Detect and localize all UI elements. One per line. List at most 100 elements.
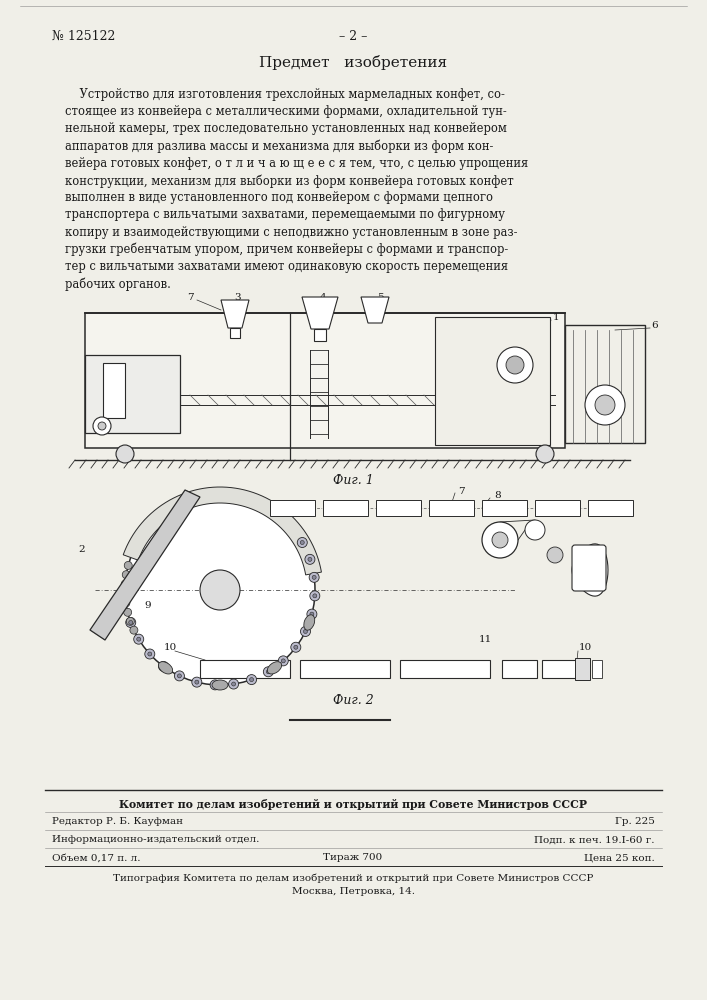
- Bar: [400, 660, 490, 678]
- Bar: [200, 660, 290, 678]
- Circle shape: [308, 557, 312, 561]
- Text: Подп. к печ. 19.I-60 г.: Подп. к печ. 19.I-60 г.: [534, 836, 655, 844]
- Circle shape: [121, 590, 129, 598]
- Bar: [300, 660, 390, 678]
- Bar: [230, 328, 240, 338]
- Text: Объем 0,17 п. л.: Объем 0,17 п. л.: [52, 854, 141, 862]
- Circle shape: [585, 385, 625, 425]
- Polygon shape: [123, 487, 322, 575]
- Circle shape: [177, 674, 182, 678]
- Text: № 125122: № 125122: [52, 29, 115, 42]
- Circle shape: [497, 347, 533, 383]
- Text: Предмет   изобретения: Предмет изобретения: [259, 54, 447, 70]
- Polygon shape: [221, 300, 249, 328]
- Circle shape: [310, 591, 320, 601]
- Circle shape: [291, 642, 300, 652]
- Bar: [85, 313, 565, 448]
- Circle shape: [192, 677, 201, 687]
- Ellipse shape: [304, 615, 315, 630]
- Bar: [323, 500, 368, 516]
- Circle shape: [148, 652, 152, 656]
- Bar: [535, 500, 580, 516]
- Bar: [376, 500, 421, 516]
- Circle shape: [506, 356, 524, 374]
- Bar: [588, 500, 633, 516]
- Ellipse shape: [212, 680, 228, 690]
- Text: 4: 4: [320, 292, 327, 302]
- Polygon shape: [572, 544, 608, 596]
- Text: Информационно-издательский отдел.: Информационно-издательский отдел.: [52, 836, 259, 844]
- Bar: [314, 329, 326, 341]
- Text: 6: 6: [652, 320, 658, 330]
- Bar: [502, 660, 537, 678]
- Text: выполнен в виде установленного под конвейером с формами цепного: выполнен в виде установленного под конве…: [65, 191, 493, 204]
- Text: Комитет по делам изобретений и открытий при Совете Министров СССР: Комитет по делам изобретений и открытий …: [119, 798, 587, 810]
- Circle shape: [536, 445, 554, 463]
- Text: Редактор Р. Б. Кауфман: Редактор Р. Б. Кауфман: [52, 818, 183, 826]
- Circle shape: [127, 617, 134, 625]
- Text: – 2 –: – 2 –: [339, 29, 367, 42]
- Circle shape: [228, 679, 238, 689]
- Text: аппаратов для разлива массы и механизма для выборки из форм кон-: аппаратов для разлива массы и механизма …: [65, 140, 493, 153]
- Bar: [542, 660, 577, 678]
- Bar: [592, 660, 602, 678]
- Circle shape: [307, 609, 317, 619]
- Text: 2: 2: [78, 546, 86, 554]
- Circle shape: [525, 520, 545, 540]
- Circle shape: [129, 620, 133, 624]
- Text: Типография Комитета по делам изобретений и открытий при Совете Министров СССР: Типография Комитета по делам изобретений…: [113, 873, 593, 883]
- Circle shape: [595, 395, 615, 415]
- Text: 7: 7: [458, 487, 464, 495]
- Circle shape: [121, 580, 129, 588]
- Polygon shape: [361, 297, 389, 323]
- Text: 5: 5: [377, 292, 383, 302]
- Circle shape: [136, 637, 141, 641]
- Ellipse shape: [267, 662, 281, 674]
- Text: вейера готовых конфет, о т л и ч а ю щ е е с я тем, что, с целью упрощения: вейера готовых конфет, о т л и ч а ю щ е…: [65, 157, 528, 170]
- Circle shape: [310, 612, 314, 616]
- Circle shape: [210, 680, 220, 690]
- Circle shape: [200, 570, 240, 610]
- Circle shape: [303, 629, 308, 633]
- Text: рабочих органов.: рабочих органов.: [65, 277, 171, 291]
- Text: 3: 3: [235, 292, 241, 302]
- Circle shape: [547, 547, 563, 563]
- Circle shape: [130, 626, 138, 634]
- Circle shape: [145, 649, 155, 659]
- Text: 7: 7: [187, 292, 193, 302]
- Bar: [565, 325, 645, 443]
- Bar: [85, 355, 180, 433]
- Text: 1: 1: [553, 312, 560, 322]
- Bar: [482, 500, 527, 516]
- Text: копиру и взаимодействующими с неподвижно установленным в зоне раз-: копиру и взаимодействующими с неподвижно…: [65, 226, 518, 239]
- Text: Фиг. 2: Фиг. 2: [332, 694, 373, 706]
- Circle shape: [126, 617, 136, 627]
- Circle shape: [312, 575, 316, 579]
- Text: Цена 25 коп.: Цена 25 коп.: [584, 854, 655, 862]
- Bar: [429, 500, 474, 516]
- Bar: [435, 317, 550, 445]
- Text: 9: 9: [145, 600, 151, 609]
- Polygon shape: [90, 490, 200, 640]
- Circle shape: [122, 599, 130, 607]
- Circle shape: [482, 522, 518, 558]
- Bar: [575, 658, 590, 680]
- Circle shape: [98, 422, 106, 430]
- Circle shape: [124, 561, 132, 569]
- Circle shape: [309, 572, 319, 582]
- Circle shape: [195, 680, 199, 684]
- Circle shape: [312, 594, 317, 598]
- Circle shape: [300, 540, 304, 544]
- Text: грузки гребенчатым упором, причем конвейеры с формами и транспор-: грузки гребенчатым упором, причем конвей…: [65, 243, 508, 256]
- Circle shape: [492, 532, 508, 548]
- Text: тер с вильчатыми захватами имеют одинаковую скорость перемещения: тер с вильчатыми захватами имеют одинако…: [65, 260, 508, 273]
- Polygon shape: [302, 297, 338, 329]
- Circle shape: [247, 675, 257, 685]
- Text: нельной камеры, трех последовательно установленных над конвейером: нельной камеры, трех последовательно уст…: [65, 122, 507, 135]
- Circle shape: [175, 671, 185, 681]
- Text: транспортера с вильчатыми захватами, перемещаемыми по фигурному: транспортера с вильчатыми захватами, пер…: [65, 208, 505, 221]
- Circle shape: [281, 659, 286, 663]
- Circle shape: [297, 538, 308, 548]
- FancyBboxPatch shape: [572, 545, 606, 591]
- Circle shape: [294, 645, 298, 649]
